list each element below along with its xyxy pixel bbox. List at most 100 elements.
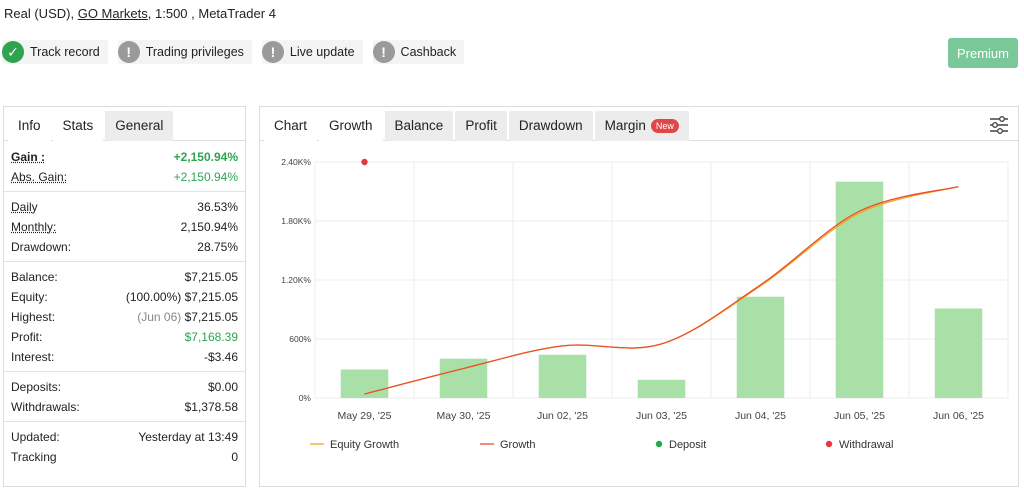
stat-label[interactable]: Monthly: — [11, 220, 57, 234]
legend-deposit-marker — [655, 440, 663, 448]
divider — [4, 261, 245, 262]
badge-track-record[interactable]: ✓ Track record — [2, 40, 108, 64]
stat-value: $1,378.58 — [184, 400, 238, 414]
y-tick-label: 600% — [289, 334, 311, 344]
x-tick-label: Jun 03, '25 — [636, 410, 687, 422]
stat-value: $7,215.05 — [184, 290, 238, 304]
legend-deposit-label: Deposit — [669, 439, 706, 451]
chart-panel: Chart Growth Balance Profit Drawdown Mar… — [259, 106, 1019, 487]
stat-monthly: Monthly: 2,150.94% — [11, 217, 238, 237]
check-icon: ✓ — [2, 41, 24, 63]
tab-margin[interactable]: Margin New — [594, 111, 689, 141]
tab-profit[interactable]: Profit — [455, 111, 507, 141]
stat-deposits: Deposits: $0.00 — [11, 377, 238, 397]
divider — [4, 191, 245, 192]
chart-bar — [439, 358, 488, 398]
stat-value: 36.53% — [197, 200, 238, 214]
stat-highest: Highest: (Jun 06) $7,215.05 — [11, 307, 238, 327]
stat-label: Profit: — [11, 330, 43, 344]
badge-bar: ✓ Track record ! Trading privileges ! Li… — [2, 40, 465, 64]
y-tick-label: 0% — [299, 393, 312, 403]
chart-tabs: Chart Growth Balance Profit Drawdown Mar… — [260, 107, 1018, 141]
badge-label: Live update — [289, 45, 355, 59]
x-tick-label: Jun 04, '25 — [735, 410, 786, 422]
stat-note: (Jun 06) — [137, 310, 182, 324]
legend-growth-label: Growth — [500, 439, 535, 451]
stat-label: Withdrawals: — [11, 400, 80, 414]
badge-label: Trading privileges — [145, 45, 244, 59]
exclamation-icon: ! — [372, 41, 395, 63]
withdrawal-point — [361, 158, 368, 166]
stats-tabs: Info Stats General — [4, 107, 245, 141]
stat-interest: Interest: -$3.46 — [11, 347, 238, 367]
account-info: Real (USD), GO Markets, 1:500 , MetaTrad… — [4, 6, 276, 21]
x-tick-label: Jun 02, '25 — [537, 410, 588, 422]
stat-value: +2,150.94% — [173, 170, 238, 184]
legend-withdrawal-marker — [825, 440, 833, 448]
stat-label: Equity: — [11, 290, 48, 304]
stat-value: $0.00 — [207, 380, 238, 394]
premium-button[interactable]: Premium — [948, 38, 1018, 68]
chart-bar — [340, 369, 389, 398]
legend-equity-growth-label: Equity Growth — [330, 439, 399, 451]
tab-info[interactable]: Info — [8, 111, 51, 141]
stat-gain: Gain : +2,150.94% — [11, 147, 238, 167]
badge-trading-privileges[interactable]: ! Trading privileges — [117, 40, 252, 64]
stat-label[interactable]: Abs. Gain: — [11, 170, 68, 184]
stat-value: $7,168.39 — [184, 330, 238, 344]
exclamation-icon: ! — [261, 41, 284, 63]
tab-margin-label: Margin — [604, 118, 646, 133]
stat-tracking: Tracking 0 — [11, 447, 238, 467]
stat-value: 28.75% — [197, 240, 238, 254]
broker-link[interactable]: GO Markets — [77, 6, 148, 21]
tab-growth[interactable]: Growth — [319, 111, 383, 141]
badge-cashback[interactable]: ! Cashback — [372, 40, 465, 64]
badge-label: Track record — [30, 45, 100, 59]
tab-stats[interactable]: Stats — [52, 111, 104, 141]
stat-value: -$3.46 — [203, 350, 238, 364]
badge-live-update[interactable]: ! Live update — [261, 40, 363, 64]
stat-label[interactable]: Daily — [11, 200, 38, 214]
divider — [4, 421, 245, 422]
stat-balance: Balance: $7,215.05 — [11, 267, 238, 287]
stat-label: Tracking — [11, 450, 57, 464]
tab-drawdown[interactable]: Drawdown — [508, 111, 593, 141]
account-details: , 1:500 , MetaTrader 4 — [147, 6, 276, 21]
stat-withdrawals: Withdrawals: $1,378.58 — [11, 397, 238, 417]
tab-chart[interactable]: Chart — [264, 111, 318, 141]
account-type: Real (USD), — [4, 6, 75, 21]
new-badge: New — [650, 119, 679, 133]
stat-label: Updated: — [11, 430, 60, 444]
stat-note: (100.00%) — [125, 290, 182, 304]
legend-withdrawal-label: Withdrawal — [839, 439, 893, 451]
stat-label: Drawdown: — [11, 240, 72, 254]
stats-panel: Info Stats General Gain : +2,150.94% Abs.… — [3, 106, 246, 487]
stat-value: +2,150.94% — [173, 150, 238, 164]
chart-bar — [538, 354, 587, 398]
stat-label[interactable]: Gain : — [11, 150, 46, 164]
y-tick-label: 2.40K% — [281, 157, 311, 167]
divider — [4, 371, 245, 372]
chart-bar — [934, 308, 983, 398]
stat-label: Balance: — [11, 270, 58, 284]
chart-bar — [637, 379, 686, 398]
tab-general[interactable]: General — [105, 111, 174, 141]
growth-chart[interactable]: 0% 600% 1.20K% 1.80K% 2.40K% May 29, '25 May 3… — [260, 142, 1018, 486]
x-tick-label: May 29, '25 — [338, 410, 392, 422]
stat-value: 2,150.94% — [180, 220, 238, 234]
chart-bar — [835, 181, 884, 398]
stats-list: Gain : +2,150.94% Abs. Gain: +2,150.94% Da… — [4, 141, 245, 467]
stat-abs-gain: Abs. Gain: +2,150.94% — [11, 167, 238, 187]
stat-label: Highest: — [11, 310, 56, 324]
stat-value: Yesterday at 13:49 — [138, 430, 238, 444]
x-tick-label: Jun 06, '25 — [933, 410, 984, 422]
stat-value: $7,215.05 — [184, 270, 238, 284]
tab-balance[interactable]: Balance — [384, 111, 454, 141]
chart-settings-icon[interactable] — [988, 115, 1010, 135]
chart-bar — [736, 296, 785, 398]
stat-value: 0 — [231, 450, 238, 464]
stat-drawdown: Drawdown: 28.75% — [11, 237, 238, 257]
stat-profit: Profit: $7,168.39 — [11, 327, 238, 347]
badge-label: Cashback — [400, 45, 457, 59]
x-tick-label: Jun 05, '25 — [834, 410, 885, 422]
